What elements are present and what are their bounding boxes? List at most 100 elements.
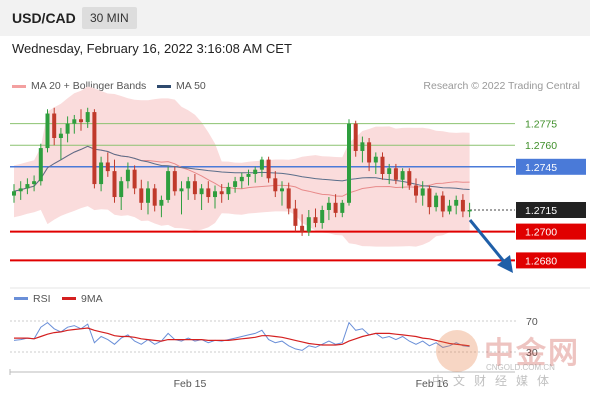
candle — [326, 197, 331, 221]
candle — [400, 168, 405, 189]
candle — [233, 176, 238, 193]
currency-pair-title: USD/CAD — [12, 10, 76, 26]
candle — [320, 205, 325, 229]
candle — [172, 166, 177, 196]
rsi-ma-line — [14, 327, 470, 347]
candle — [12, 184, 16, 203]
candle — [159, 195, 164, 218]
candle — [360, 136, 365, 163]
candle — [105, 152, 110, 177]
candle — [353, 120, 358, 157]
candle — [58, 127, 63, 160]
candle — [199, 184, 204, 210]
candle — [92, 109, 97, 189]
candle — [387, 163, 392, 185]
candle — [18, 181, 23, 200]
candle — [72, 114, 77, 134]
top-bar: USD/CAD 30 MIN — [0, 0, 590, 36]
candle — [253, 166, 258, 183]
candle — [427, 185, 432, 215]
candlesticks — [12, 107, 472, 236]
candle — [32, 175, 37, 192]
candle — [460, 194, 465, 218]
candle — [347, 119, 351, 206]
legend-bollinger: MA 20 + Bollinger Bands — [12, 80, 146, 92]
candle — [38, 143, 43, 186]
analysis-datetime: Wednesday, February 16, 2022 3:16:08 AM … — [12, 41, 292, 56]
candle — [414, 178, 418, 203]
candle — [99, 156, 104, 192]
research-credit: Research © 2022 Trading Central — [423, 80, 580, 92]
candle — [306, 210, 311, 236]
candle — [266, 156, 271, 183]
rsi-swatch-icon — [14, 297, 28, 300]
candle — [467, 202, 472, 218]
x-tick-label-feb16: Feb 16 — [416, 378, 449, 390]
candle — [440, 191, 445, 218]
level-tag-1.2745 — [516, 158, 586, 175]
candle — [119, 176, 124, 210]
level-label-1.2760: 1.2760 — [525, 140, 557, 152]
level-tag-1.2700 — [516, 223, 586, 240]
level-label-1.2745: 1.2745 — [525, 162, 557, 174]
timeframe-badge[interactable]: 30 MIN — [82, 7, 137, 29]
candle — [239, 172, 244, 189]
candle — [112, 159, 117, 203]
candle — [434, 192, 439, 212]
candle — [286, 182, 291, 215]
level-label-1.2775: 1.2775 — [525, 119, 557, 131]
rsi-ma-swatch-icon — [62, 297, 76, 300]
candle — [206, 181, 211, 203]
level-tag-1.2715 — [516, 202, 586, 218]
candle — [166, 166, 171, 203]
candle — [52, 107, 57, 146]
candle — [226, 182, 231, 200]
bollinger-swatch-icon — [12, 84, 26, 88]
candle — [280, 181, 284, 206]
candle — [373, 152, 378, 174]
candle — [393, 163, 398, 185]
candle — [333, 194, 338, 218]
rsi-line — [13, 321, 470, 351]
candle — [246, 169, 251, 186]
candle — [213, 185, 217, 209]
candle — [313, 208, 318, 228]
level-label-1.2700: 1.2700 — [525, 227, 557, 239]
legend-ma50-label: MA 50 — [176, 80, 206, 92]
level-label-1.2715: 1.2715 — [525, 205, 557, 217]
candle — [146, 181, 150, 215]
level-tag-1.2680 — [516, 252, 586, 269]
legend-bollinger-label: MA 20 + Bollinger Bands — [31, 80, 147, 92]
candle — [219, 184, 224, 203]
ma50-swatch-icon — [157, 84, 171, 88]
candle — [340, 199, 345, 218]
candle — [186, 176, 191, 200]
candle — [293, 199, 298, 232]
candle — [367, 138, 372, 172]
level-labels: 1.2775 1.2760 1.2745 1.2715 1.2700 1.2680 — [516, 119, 586, 269]
candle — [380, 152, 385, 180]
level-label-1.2680: 1.2680 — [525, 255, 557, 267]
candle — [259, 156, 264, 177]
candle — [85, 107, 90, 128]
candle — [273, 171, 278, 198]
candle — [454, 195, 459, 215]
candle — [447, 199, 452, 215]
candle — [45, 109, 50, 153]
candle — [65, 116, 70, 143]
rsi-legend-label: RSI — [33, 293, 51, 305]
candle — [179, 181, 184, 215]
rsi-tick-70: 70 — [526, 316, 538, 328]
candle — [132, 165, 137, 195]
candle — [25, 178, 30, 195]
rsi-tick-30: 30 — [526, 347, 538, 359]
legend-ma50: MA 50 — [157, 80, 206, 92]
candle — [152, 184, 157, 212]
candle — [420, 181, 425, 206]
candle — [192, 174, 197, 200]
forecast-arrow-icon — [468, 219, 513, 273]
candle — [139, 179, 144, 210]
candle — [79, 109, 83, 131]
candle — [300, 214, 305, 236]
